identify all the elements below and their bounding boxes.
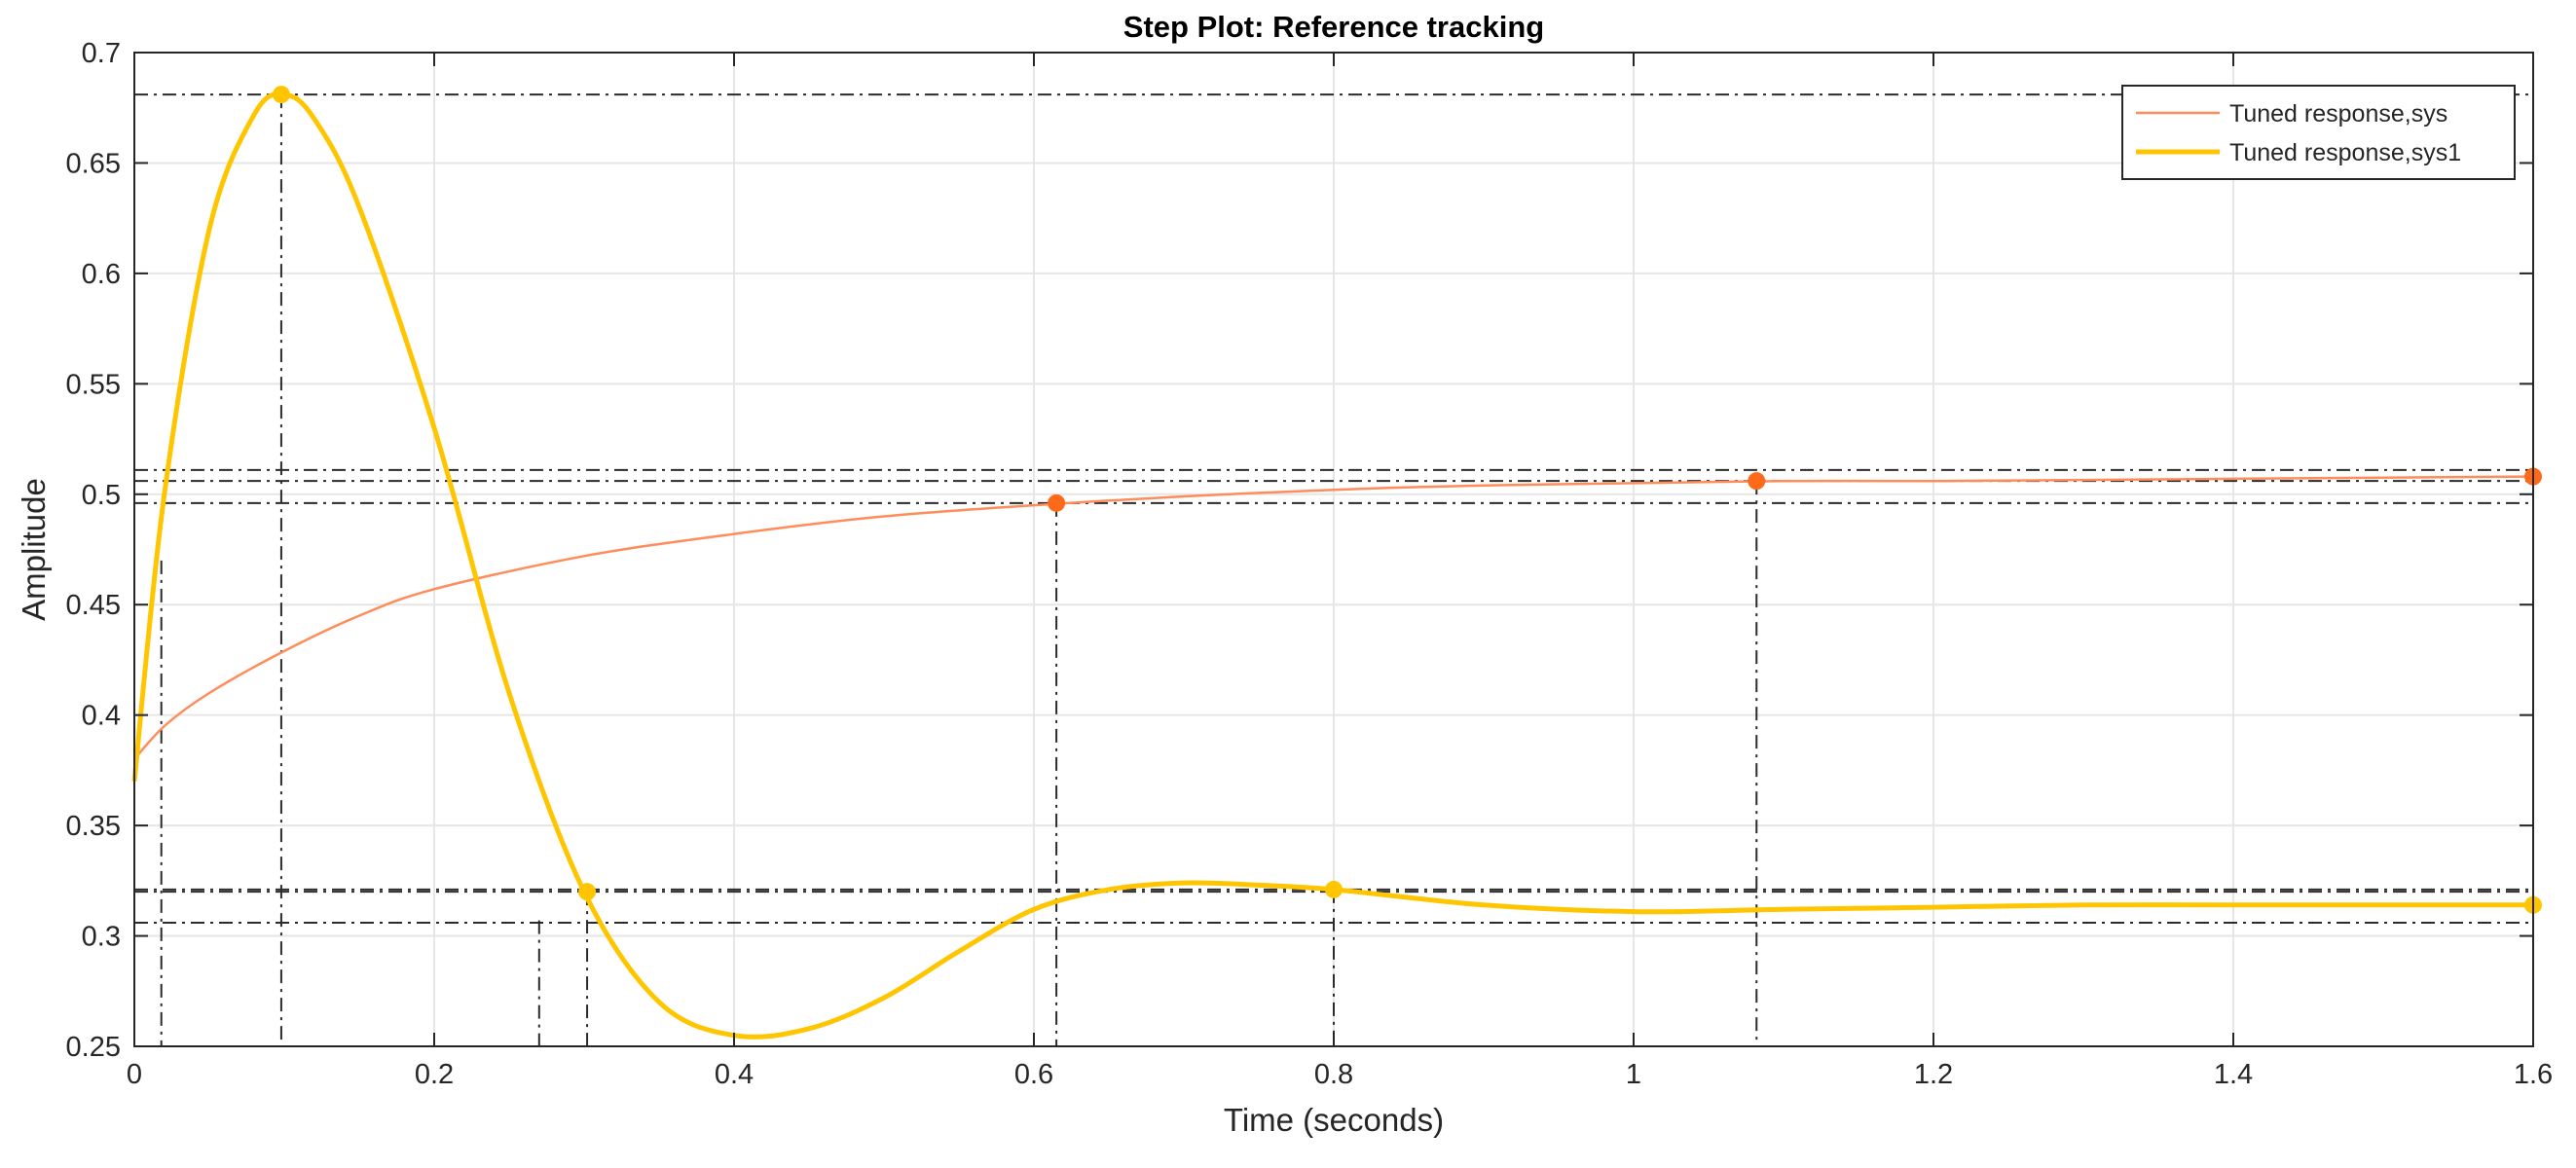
legend-entry-sys1: Tuned response,sys1 bbox=[2229, 139, 2461, 166]
x-axis-label: Time (seconds) bbox=[1224, 1102, 1444, 1138]
y-tick-label-7: 0.6 bbox=[82, 259, 121, 290]
series-1-marker-2 bbox=[1325, 880, 1343, 898]
x-tick-label-5: 1 bbox=[1626, 1059, 1641, 1090]
series-1-marker-1 bbox=[578, 883, 597, 901]
y-tick-label-1: 0.3 bbox=[82, 922, 121, 953]
series-0-marker-1 bbox=[1748, 472, 1766, 491]
y-tick-label-6: 0.55 bbox=[66, 369, 121, 400]
y-tick-label-3: 0.4 bbox=[82, 701, 121, 732]
series-markers bbox=[272, 86, 2542, 914]
x-tick-label-2: 0.4 bbox=[715, 1059, 754, 1090]
y-tick-label-4: 0.45 bbox=[66, 590, 121, 621]
chart-title: Step Plot: Reference tracking bbox=[1123, 10, 1544, 44]
x-tick-label-6: 1.2 bbox=[1914, 1059, 1953, 1090]
axis-ticks: 0 0.2 0.4 0.6 0.8 1 1.2 1.4 1.6 0.25 0.3 0.35 0.4 0.4… bbox=[66, 38, 2554, 1090]
y-tick-label-9: 0.7 bbox=[82, 38, 121, 69]
y-tick-label-8: 0.65 bbox=[66, 148, 121, 179]
series-0-marker-0 bbox=[1048, 493, 1066, 512]
x-tick-label-8: 1.6 bbox=[2514, 1059, 2553, 1090]
x-tick-label-1: 0.2 bbox=[415, 1059, 454, 1090]
series-1-marker-0 bbox=[272, 86, 290, 104]
y-tick-label-2: 0.35 bbox=[66, 811, 121, 842]
characteristic-lines bbox=[134, 93, 2533, 1046]
x-tick-label-0: 0 bbox=[127, 1059, 142, 1090]
legend-box bbox=[2121, 85, 2516, 180]
y-tick-label-0: 0.25 bbox=[66, 1032, 121, 1063]
y-axis-label: Amplitude bbox=[16, 478, 52, 621]
y-tick-label-5: 0.5 bbox=[82, 480, 121, 511]
x-tick-label-3: 0.6 bbox=[1014, 1059, 1053, 1090]
series-line-0 bbox=[133, 475, 2534, 760]
legend-entry-sys: Tuned response,sys bbox=[2229, 100, 2447, 128]
legend[interactable]: Tuned response,sys Tuned response,sys1 bbox=[2121, 85, 2516, 180]
x-tick-label-7: 1.4 bbox=[2214, 1059, 2253, 1090]
x-tick-label-4: 0.8 bbox=[1314, 1059, 1353, 1090]
